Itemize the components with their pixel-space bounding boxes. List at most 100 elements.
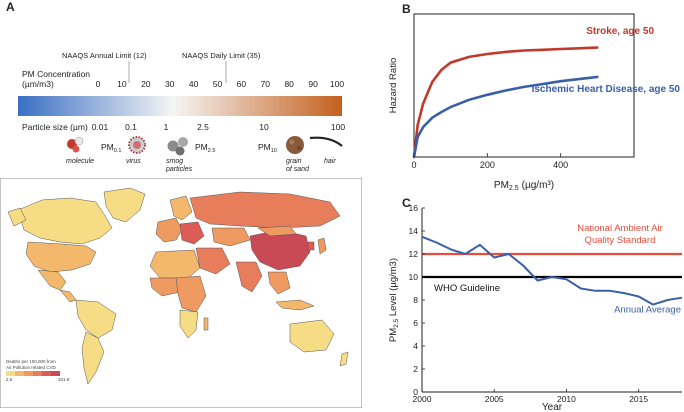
trend-x-tick-2015: 2015: [629, 394, 648, 404]
trend-y-tick-16: 16: [409, 203, 419, 213]
country-alaska: [7, 207, 27, 227]
molecule-icon: [67, 136, 84, 153]
country-south-america-north: [75, 299, 117, 339]
virus-icon: [128, 136, 146, 154]
country-middle-east: [195, 247, 231, 275]
panel-label-a: A: [6, 0, 15, 14]
hazard-series-line-1: [412, 75, 599, 159]
concentration-title-line2: (µm/m3): [22, 79, 54, 89]
hair-icon: [309, 136, 343, 147]
particle-size-01: 0.1: [125, 122, 137, 132]
map-legend-swatches: [6, 371, 60, 376]
country-australia: [289, 319, 335, 353]
smog-label-line2: particles: [165, 166, 193, 173]
concentration-tick-90: 90: [308, 79, 318, 89]
trend-series: [421, 235, 683, 306]
particle-size-1: 1: [164, 122, 169, 132]
pm01-label: PM0.1: [101, 142, 121, 154]
sand-grain-icon: [286, 136, 304, 154]
pm10-label: PM10: [258, 142, 277, 154]
concentration-tick-50: 50: [213, 79, 223, 89]
molecule-label: molecule: [66, 158, 94, 165]
concentration-tick-60: 60: [237, 79, 247, 89]
map-legend-title-line2: Air Pollution related CVD: [6, 365, 57, 370]
hazard-x-ticks: 0 200 400: [411, 153, 568, 170]
concentration-tick-10: 10: [117, 79, 127, 89]
panel-label-b: B: [402, 2, 411, 16]
country-mexico: [37, 269, 67, 291]
hazard-x-tick-200: 200: [480, 160, 495, 170]
ihd-series-label: Ischemic Heart Disease, age 50: [532, 84, 681, 95]
trend-y-tick-12: 12: [409, 249, 419, 259]
legend-swatch-3: [33, 371, 42, 376]
naaqs-label-line1: National Ambient Air: [577, 223, 663, 234]
sand-label-line1: grain: [286, 158, 302, 165]
trend-y-tick-6: 6: [413, 318, 418, 328]
world-map: Deaths per 100,000 from Air Pollution re…: [0, 178, 362, 408]
smog-particles-icon: [167, 137, 188, 156]
trend-x-tick-2000: 2000: [413, 394, 432, 404]
country-mongolia: [257, 225, 297, 237]
stroke-series-label: Stroke, age 50: [586, 26, 654, 37]
pm-scale-panel: NAAQS Annual Limit (12) NAAQS Daily Limi…: [18, 51, 345, 173]
legend-swatch-5: [51, 371, 60, 376]
particle-size-25: 2.5: [197, 122, 209, 132]
concentration-tick-80: 80: [284, 79, 294, 89]
country-indonesia: [275, 299, 315, 311]
naaqs-label-line2: Quality Standard: [585, 235, 656, 246]
particle-size-10: 10: [259, 122, 269, 132]
country-russia: [189, 191, 341, 229]
trend-series-line-0: [421, 235, 683, 306]
country-greenland: [103, 187, 146, 223]
concentration-tick-30: 30: [165, 79, 175, 89]
concentration-title-line1: PM Concentration: [22, 69, 90, 79]
country-korea: [307, 241, 315, 251]
pm25-trend-chart: 2000 2005 2010 2015 0 2 4 6 8 10 12 14 16 PM2.5 Lev…: [388, 203, 683, 412]
hazard-plot-frame: [413, 13, 635, 158]
map-legend-max: 101.9: [58, 377, 70, 382]
concentration-color-bar: [18, 96, 342, 116]
country-scandinavia: [169, 195, 193, 221]
hazard-x-axis-label: PM2.5 (µg/m³): [494, 180, 554, 192]
trend-y-axis-label: PM2.5 Level (µg/m3): [388, 258, 400, 342]
particle-size-001: 0.01: [92, 122, 109, 132]
trend-x-tick-2005: 2005: [485, 394, 504, 404]
who-guideline-label: WHO Guideline: [434, 283, 500, 294]
smog-label-line1: smog: [166, 158, 183, 165]
legend-swatch-0: [6, 371, 15, 376]
sand-label-line2: of sand: [286, 166, 310, 173]
pm25-label: PM2.5: [195, 142, 215, 154]
trend-x-ticks: 2000 2005 2010 2015: [413, 389, 648, 404]
hazard-y-axis-label: Hazard Ratio: [388, 58, 399, 113]
trend-y-tick-10: 10: [409, 272, 419, 282]
hazard-axes: [413, 13, 635, 158]
concentration-tick-100: 100: [330, 79, 344, 89]
hazard-ratio-chart: 0 200 400 Hazard Ratio PM2.5 (µg/m³) Stroke…: [388, 13, 681, 192]
annual-average-label: Annual Average: [614, 305, 681, 316]
hazard-x-tick-400: 400: [553, 160, 568, 170]
trend-x-tick-2010: 2010: [557, 394, 576, 404]
virus-label: virus: [126, 158, 141, 165]
hazard-series-line-0: [412, 46, 599, 159]
legend-swatch-4: [42, 371, 51, 376]
country-south-america-south: [81, 331, 105, 385]
trend-y-tick-2: 2: [413, 364, 418, 374]
legend-swatch-1: [15, 371, 24, 376]
concentration-tick-labels: 0 10 20 30 40 50 60 70 80 90 100: [96, 79, 345, 89]
map-legend-min: 2.6: [6, 377, 13, 382]
concentration-tick-40: 40: [189, 79, 199, 89]
particle-size-100: 100: [331, 122, 345, 132]
country-madagascar: [203, 317, 209, 331]
concentration-tick-20: 20: [141, 79, 151, 89]
concentration-tick-0: 0: [96, 79, 101, 89]
country-new-zealand: [339, 351, 349, 367]
country-western-europe: [155, 217, 183, 243]
trend-reference-lines: [422, 252, 682, 279]
trend-y-tick-8: 8: [413, 295, 418, 305]
trend-y-tick-0: 0: [413, 387, 418, 397]
country-japan: [317, 237, 327, 255]
country-canada: [17, 197, 113, 245]
country-kazakhstan: [211, 227, 251, 247]
trend-y-ticks: 0 2 4 6 8 10 12 14 16: [409, 203, 425, 397]
